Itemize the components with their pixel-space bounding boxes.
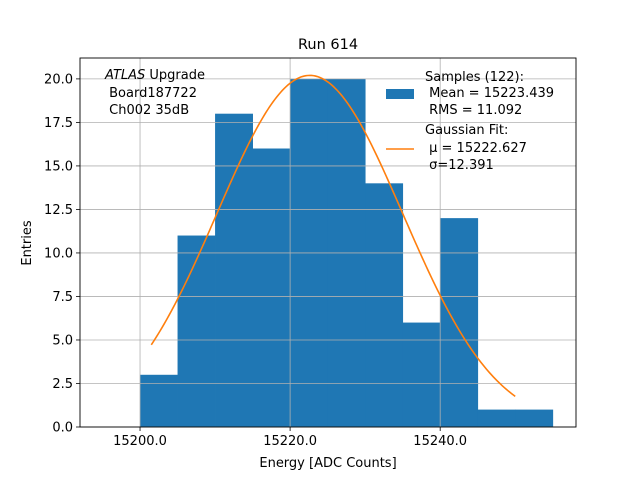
y-axis-label: Entries bbox=[20, 220, 35, 266]
annotation-board: Board187722 bbox=[105, 86, 197, 101]
legend-samples-title: Samples (122): bbox=[425, 70, 524, 85]
x-axis-label: Energy [ADC Counts] bbox=[259, 456, 396, 471]
svg-text:ATLAS Upgrade: ATLAS Upgrade bbox=[104, 68, 205, 83]
y-tick-label: 5.0 bbox=[52, 333, 73, 348]
histogram-bar bbox=[515, 409, 554, 427]
histogram-bar bbox=[252, 148, 291, 427]
legend-samples-swatch bbox=[386, 89, 414, 99]
legend: Samples (122): Mean = 15223.439 RMS = 11… bbox=[386, 70, 554, 173]
gaussian-fit-line bbox=[150, 74, 516, 398]
annotation-upgrade: Upgrade bbox=[145, 68, 205, 83]
histogram-bar bbox=[477, 409, 516, 427]
x-tick-label: 15200.0 bbox=[113, 434, 167, 449]
y-tick-label: 2.5 bbox=[52, 377, 73, 392]
legend-fit-mu: μ = 15222.627 bbox=[425, 141, 527, 156]
y-tick-label: 0.0 bbox=[52, 421, 73, 436]
legend-samples-rms: RMS = 11.092 bbox=[425, 103, 522, 118]
histogram-bar bbox=[215, 113, 253, 427]
annotation: ATLAS Upgrade Board187722 Ch002 35dB bbox=[104, 68, 205, 118]
histogram-bar bbox=[140, 374, 178, 427]
plot-frame bbox=[79, 57, 577, 428]
y-tick-label: 20.0 bbox=[44, 72, 73, 87]
histogram-bar bbox=[177, 235, 216, 427]
x-tick-label: 15220.0 bbox=[263, 434, 317, 449]
legend-samples-mean: Mean = 15223.439 bbox=[425, 86, 554, 101]
y-tick-label: 12.5 bbox=[44, 203, 73, 218]
legend-fit-sigma: σ=12.391 bbox=[425, 158, 494, 173]
x-tick-label: 15240.0 bbox=[413, 434, 467, 449]
y-tick-label: 7.5 bbox=[52, 290, 73, 305]
histogram-bar bbox=[440, 218, 479, 427]
chart-title: Run 614 bbox=[298, 37, 358, 53]
histogram-bar bbox=[402, 322, 441, 427]
y-tick-label: 17.5 bbox=[44, 116, 73, 131]
legend-fit-title: Gaussian Fit: bbox=[425, 123, 508, 138]
annotation-channel: Ch002 35dB bbox=[105, 103, 189, 118]
y-tick-label: 15.0 bbox=[44, 159, 73, 174]
annotation-atlas: ATLAS bbox=[104, 68, 145, 83]
y-tick-label: 10.0 bbox=[44, 246, 73, 261]
histogram-bar bbox=[365, 183, 404, 427]
